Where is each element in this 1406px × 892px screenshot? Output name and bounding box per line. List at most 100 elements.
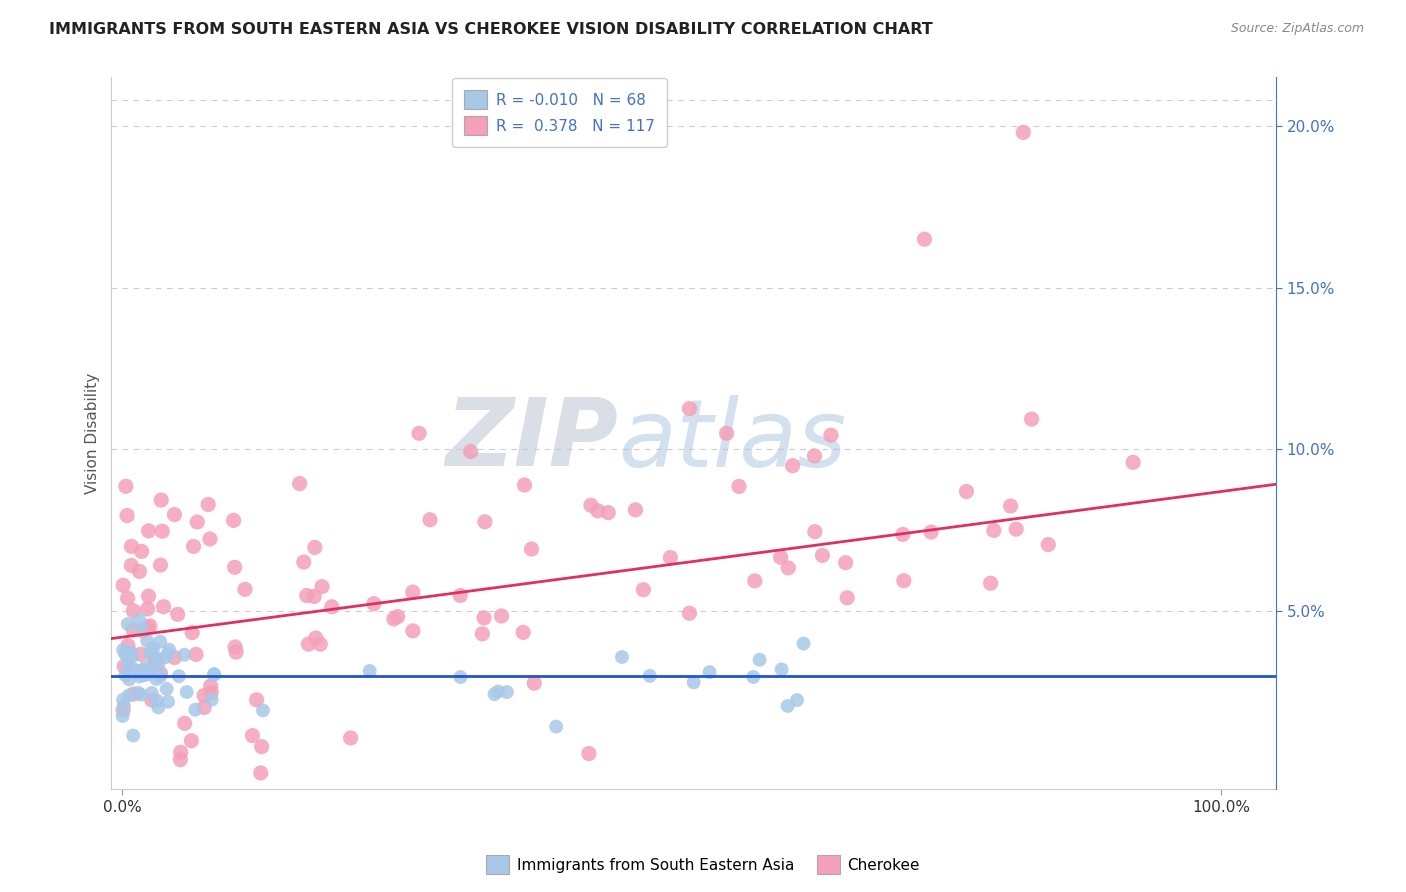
Point — [148, 700, 170, 714]
Text: IMMIGRANTS FROM SOUTH EASTERN ASIA VS CHEROKEE VISION DISABILITY CORRELATION CHA: IMMIGRANTS FROM SOUTH EASTERN ASIA VS CH… — [49, 22, 934, 37]
Point — [141, 663, 163, 677]
Point — [793, 636, 815, 650]
Point — [181, 625, 204, 640]
Point — [132, 668, 155, 682]
Point — [980, 576, 1002, 591]
Point — [117, 648, 139, 663]
Point — [233, 582, 256, 597]
Point — [716, 426, 738, 441]
Point — [496, 685, 519, 699]
Point — [1038, 538, 1060, 552]
Point — [782, 458, 804, 473]
Point — [183, 540, 205, 554]
Point — [112, 692, 135, 706]
Point — [546, 720, 568, 734]
Point — [484, 687, 506, 701]
Point — [122, 687, 145, 701]
Point — [136, 634, 159, 648]
Point — [512, 625, 534, 640]
Point — [1005, 522, 1028, 536]
Point — [471, 627, 494, 641]
Point — [786, 693, 808, 707]
Point — [186, 515, 208, 529]
Point — [112, 659, 135, 673]
Point — [170, 745, 193, 759]
Point — [678, 607, 700, 621]
Point — [728, 479, 751, 493]
Point — [145, 653, 167, 667]
Point — [129, 647, 152, 661]
Point — [339, 731, 361, 745]
Point — [820, 428, 842, 442]
Point — [419, 513, 441, 527]
Point — [121, 649, 143, 664]
Point — [363, 597, 385, 611]
Point — [200, 685, 222, 699]
Point — [112, 703, 135, 717]
Point — [141, 693, 163, 707]
Point — [121, 661, 143, 675]
Point — [111, 709, 134, 723]
Point — [163, 508, 186, 522]
Point — [450, 670, 472, 684]
Point — [222, 513, 245, 527]
Point — [1012, 125, 1035, 139]
Point — [305, 631, 328, 645]
Point — [149, 558, 172, 573]
Point — [169, 753, 191, 767]
Point — [131, 624, 153, 638]
Point — [166, 607, 188, 622]
Point — [157, 642, 180, 657]
Point — [472, 611, 495, 625]
Point — [117, 591, 139, 606]
Point — [578, 747, 600, 761]
Point — [834, 556, 856, 570]
Point — [184, 703, 207, 717]
Point — [359, 664, 381, 678]
Point — [955, 484, 977, 499]
Point — [112, 698, 135, 713]
Point — [167, 669, 190, 683]
Legend: R = -0.010   N = 68, R =  0.378   N = 117: R = -0.010 N = 68, R = 0.378 N = 117 — [453, 78, 668, 147]
Point — [249, 766, 271, 780]
Point — [292, 555, 315, 569]
Point — [1000, 499, 1022, 513]
Point — [610, 650, 633, 665]
Point — [302, 590, 325, 604]
Point — [141, 643, 163, 657]
Point — [163, 650, 186, 665]
Point — [321, 599, 343, 614]
Point — [132, 663, 155, 677]
Text: atlas: atlas — [619, 395, 846, 486]
Point — [146, 693, 169, 707]
Point — [1122, 455, 1144, 469]
Point — [156, 647, 179, 661]
Point — [891, 527, 914, 541]
Point — [460, 444, 482, 458]
Point — [893, 574, 915, 588]
Point — [118, 689, 141, 703]
Point — [198, 532, 221, 546]
Point — [155, 650, 177, 665]
Point — [912, 232, 935, 246]
Point — [134, 660, 156, 674]
Point — [579, 498, 602, 512]
Point — [200, 679, 222, 693]
Point — [149, 666, 172, 681]
Point — [120, 645, 142, 659]
Point — [304, 541, 326, 555]
Point — [252, 703, 274, 717]
Point — [145, 672, 167, 686]
Point — [112, 643, 135, 657]
Point — [131, 622, 153, 636]
Point — [128, 613, 150, 627]
Point — [297, 637, 319, 651]
Point — [156, 681, 179, 696]
Point — [811, 549, 834, 563]
Point — [173, 716, 195, 731]
Point — [682, 675, 704, 690]
Point — [148, 657, 170, 672]
Point — [136, 667, 159, 681]
Point — [769, 550, 792, 565]
Point — [201, 692, 224, 706]
